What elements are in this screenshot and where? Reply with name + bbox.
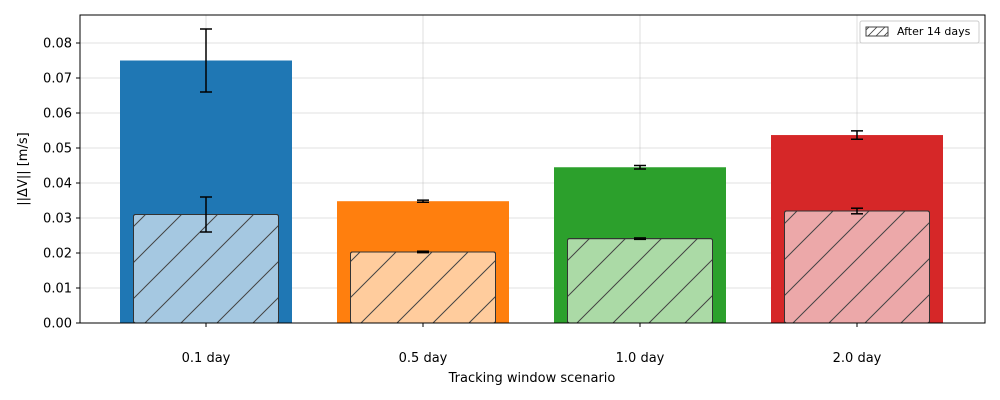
x-tick-label: 0.5 day [399, 351, 448, 366]
error-bars [200, 28, 863, 254]
y-tick-label: 0.02 [43, 247, 72, 262]
y-tick-label: 0.04 [43, 177, 72, 192]
legend: After 14 days [859, 20, 980, 44]
legend-box [859, 20, 980, 44]
bars [120, 60, 943, 324]
y-tick-label: 0.01 [43, 282, 72, 297]
legend-swatch-hatch [865, 26, 889, 37]
y-tick-label: 0.07 [43, 72, 72, 87]
legend-label: After 14 days [897, 25, 971, 38]
x-tick-label: 1.0 day [616, 351, 665, 366]
axis-ticks: 0.00 0.01 0.02 0.03 0.04 0.05 0.06 0.07 0.08 0.1 … [43, 37, 882, 367]
plot-frame [79, 14, 986, 324]
y-tick-label: 0.08 [43, 37, 72, 52]
x-tick-label: 2.0 day [833, 351, 882, 366]
bar-after-14-days-hatch [784, 210, 930, 324]
y-tick-label: 0.03 [43, 212, 72, 227]
bar-after-14-days-hatch [567, 238, 713, 324]
x-tick-label: 0.1 day [182, 351, 231, 366]
y-tick-label: 0.00 [43, 317, 72, 332]
x-axis-label: Tracking window scenario [448, 371, 616, 386]
bar-after-14-days-hatch [350, 251, 496, 324]
y-tick-label: 0.06 [43, 107, 72, 122]
y-axis-label: ||ΔV|| [m/s] [16, 132, 31, 205]
y-tick-label: 0.05 [43, 142, 72, 157]
